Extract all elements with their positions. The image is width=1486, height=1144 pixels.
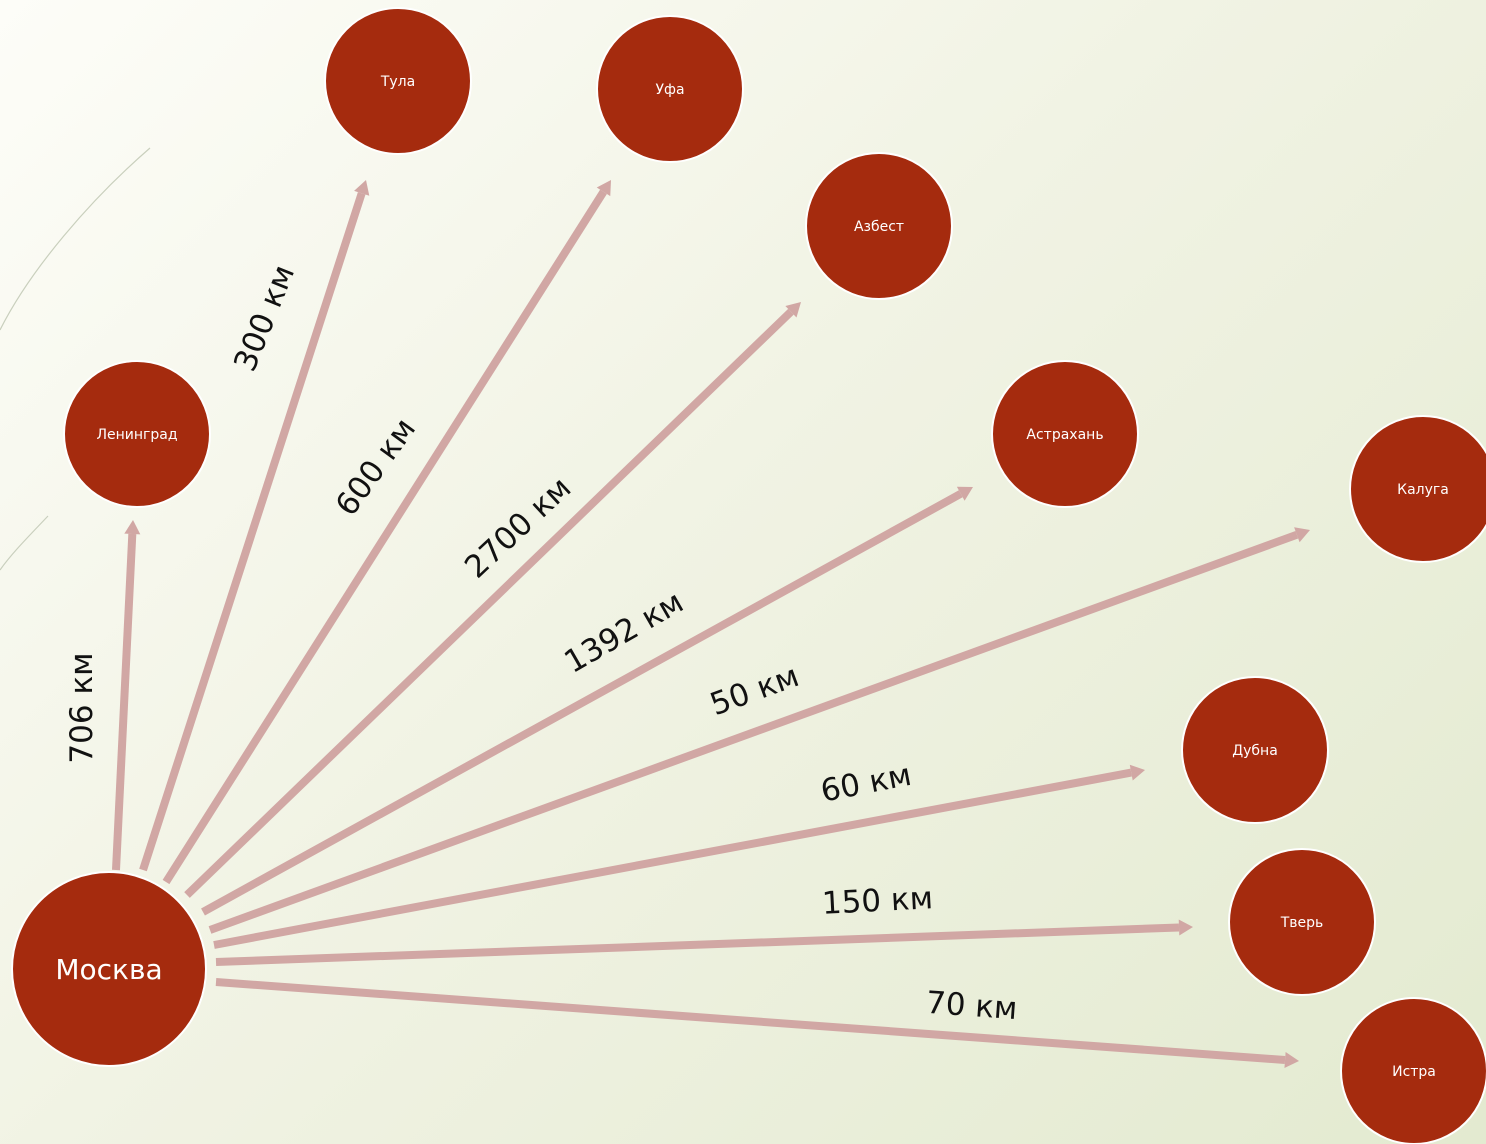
- route-4-city-circle: [805, 152, 953, 300]
- route-6-arrow: [208, 531, 1299, 934]
- route-8-arrow: [215, 923, 1180, 966]
- route-1-city-circle: [63, 360, 211, 508]
- route-5-arrow: [201, 490, 963, 916]
- route-6-arrowhead: [1294, 527, 1310, 543]
- route-6-city-label: Калуга: [1397, 482, 1449, 498]
- route-2-city-circle: [324, 7, 472, 155]
- route-2-city-label: Тула: [380, 74, 415, 90]
- city-nodes-layer: Ленинград Тула Уфа Азбест Астрахань Калуга Дуб…: [63, 7, 1486, 1144]
- route-3-arrow: [162, 189, 607, 885]
- route-1-city-node: Ленинград: [63, 360, 211, 508]
- route-1-distance-label: 706 км: [64, 652, 100, 763]
- route-2-city-node: Тула: [324, 7, 472, 155]
- route-7-arrow: [213, 768, 1132, 949]
- route-9-distance-label: 70 км: [925, 985, 1019, 1027]
- route-7-distance-label: 60 км: [818, 757, 915, 810]
- route-9-city-circle: [1340, 997, 1486, 1144]
- route-5-city-circle: [991, 360, 1139, 508]
- route-5-arrowhead: [956, 486, 973, 501]
- route-8-arrowhead: [1178, 919, 1193, 936]
- route-3-city-circle: [596, 15, 744, 163]
- route-7-city-node: Дубна: [1181, 676, 1329, 824]
- route-5-distance-label: 1392 км: [558, 584, 689, 681]
- route-8-city-circle: [1228, 848, 1376, 996]
- route-3-city-label: Уфа: [655, 82, 684, 98]
- route-4-arrow: [184, 308, 794, 898]
- route-7-arrowhead: [1129, 764, 1145, 781]
- route-5-city-node: Астрахань: [991, 360, 1139, 508]
- route-6-city-node: Калуга: [1349, 415, 1486, 563]
- decorative-line-top: [0, 147, 151, 331]
- route-9-city-label: Истра: [1392, 1064, 1436, 1080]
- route-1-city-label: Ленинград: [96, 427, 177, 443]
- route-4-distance-label: 2700 км: [458, 470, 578, 586]
- route-6-city-circle: [1349, 415, 1486, 563]
- route-8-distance-label: 150 км: [821, 880, 934, 922]
- route-1-arrowhead: [124, 520, 141, 535]
- hub-node-moscow: Москва: [11, 871, 207, 1067]
- route-9-arrow: [215, 978, 1286, 1064]
- route-3-arrowhead: [596, 180, 611, 197]
- route-4-arrowhead: [785, 302, 801, 318]
- route-7-city-circle: [1181, 676, 1329, 824]
- route-5-city-label: Астрахань: [1026, 427, 1103, 443]
- hub-label: Москва: [55, 953, 162, 986]
- hub-circle: [11, 871, 207, 1067]
- decorative-line-bottom: [0, 515, 49, 571]
- route-4-city-node: Азбест: [805, 152, 953, 300]
- route-4-city-label: Азбест: [854, 219, 904, 235]
- route-7-city-label: Дубна: [1232, 743, 1278, 759]
- route-2-arrow: [139, 192, 366, 872]
- route-2-distance-label: 300 км: [227, 260, 302, 377]
- route-2-arrowhead: [354, 180, 370, 196]
- route-6-distance-label: 50 км: [705, 658, 803, 723]
- route-9-city-node: Истра: [1340, 997, 1486, 1144]
- route-8-city-node: Тверь: [1228, 848, 1376, 996]
- route-8-city-label: Тверь: [1280, 915, 1324, 931]
- route-1-arrow: [112, 533, 137, 871]
- arrows-layer: [112, 180, 1310, 1068]
- route-9-arrowhead: [1284, 1052, 1299, 1068]
- route-3-city-node: Уфа: [596, 15, 744, 163]
